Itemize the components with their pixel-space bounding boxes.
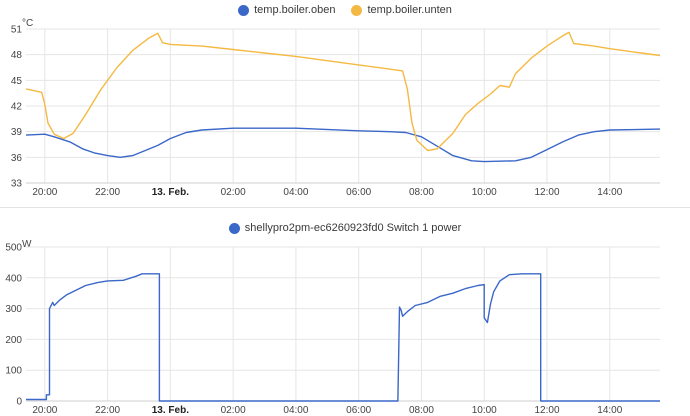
y-tick-label: 33 [11,179,23,190]
x-tick-label: 02:00 [221,405,246,416]
legend-label: shellypro2pm-ec6260923fd0 Switch 1 power [244,222,462,234]
x-tick-label: 20:00 [32,187,57,198]
temperature-legend: temp.boiler.oben temp.boiler.unten [0,4,690,16]
x-tick-label: 12:00 [534,405,559,416]
x-tick-label: 04:00 [283,405,308,416]
legend-label: temp.boiler.oben [254,4,336,16]
temperature-chart-plot: 33 36 39 42 45 48 51 20:00 22:00 13. Feb. 02:00 04:… [11,25,661,198]
y-tick-label: 0 [16,397,22,408]
legend-label: temp.boiler.unten [367,4,452,16]
y-tick-label: 51 [11,25,23,36]
x-tick-label: 14:00 [597,187,622,198]
x-tick-label: 20:00 [32,405,57,416]
y-tick-label: 400 [5,273,22,284]
power-chart-panel: shellypro2pm-ec6260923fd0 Switch 1 power… [0,212,690,416]
y-tick-label: 300 [5,304,22,315]
series-line-shellypro2pm-ec6260923fd0-switch-1-power[interactable] [26,273,660,402]
x-tick-label: 10:00 [472,405,497,416]
x-tick-label: 02:00 [221,187,246,198]
y-tick-label: 500 [5,243,22,254]
x-tick-label: 06:00 [346,187,371,198]
legend-item-switch-power[interactable]: shellypro2pm-ec6260923fd0 Switch 1 power [228,222,462,234]
temperature-chart-panel: temp.boiler.oben temp.boiler.unten °C 33… [0,0,690,204]
y-tick-label: 39 [11,127,23,138]
legend-swatch-blue [238,4,250,16]
x-tick-label: 13. Feb. [152,187,189,198]
y-tick-label: 100 [5,366,22,377]
x-tick-label: 14:00 [597,405,622,416]
series-line-temp-boiler-oben[interactable] [25,127,661,163]
power-chart-plot: 0 100 200 300 400 500 20:00 22:00 13. Feb. 02:00 0… [5,243,660,416]
x-tick-label: 22:00 [95,187,120,198]
legend-item-temp-boiler-oben[interactable]: temp.boiler.oben [238,4,335,16]
panel-divider [0,207,690,208]
y-axis-unit-label: W [22,239,32,250]
legend-swatch-blue [228,222,240,234]
series-line-temp-boiler-unten[interactable] [25,31,661,152]
x-tick-label: 04:00 [283,187,308,198]
legend-swatch-yellow [351,4,363,16]
y-tick-label: 200 [5,335,22,346]
x-tick-label: 08:00 [409,405,434,416]
x-tick-label: 08:00 [409,187,434,198]
y-axis-unit-label: °C [22,18,34,29]
x-tick-label: 13. Feb. [152,405,189,416]
x-tick-label: 12:00 [534,187,559,198]
x-tick-label: 06:00 [346,405,371,416]
y-tick-label: 48 [11,50,23,61]
y-tick-label: 45 [11,76,23,87]
x-tick-label: 22:00 [95,405,120,416]
x-tick-label: 10:00 [472,187,497,198]
legend-item-temp-boiler-unten[interactable]: temp.boiler.unten [351,4,452,16]
y-tick-label: 36 [11,153,23,164]
y-tick-label: 42 [11,102,23,113]
power-legend: shellypro2pm-ec6260923fd0 Switch 1 power [0,222,690,234]
